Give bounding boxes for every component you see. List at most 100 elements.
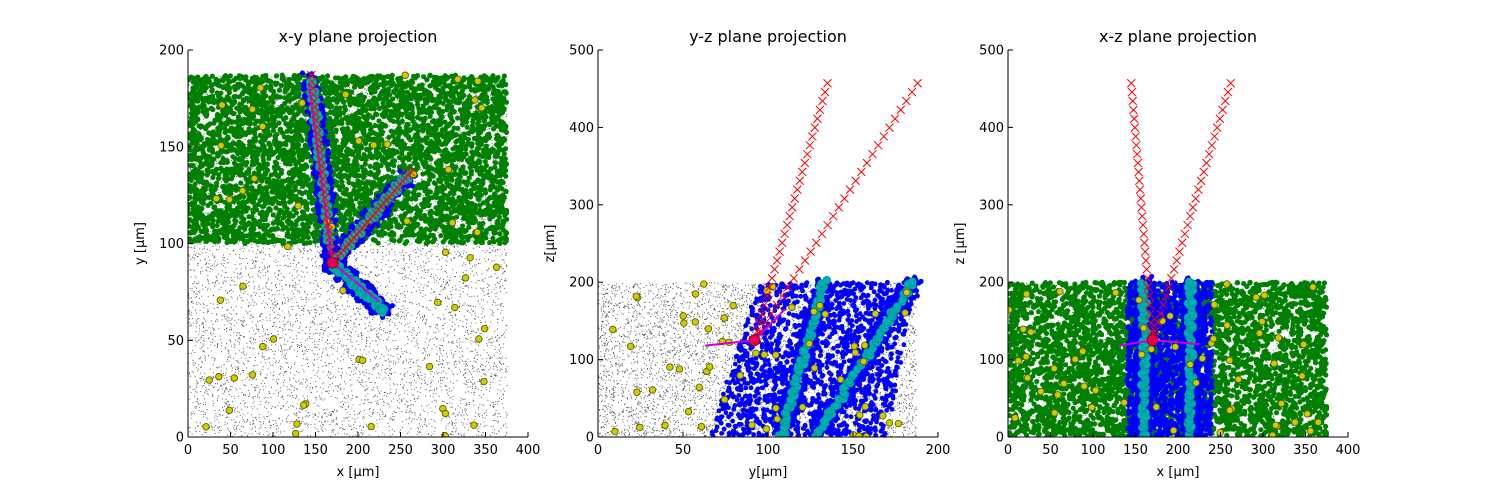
green-cell	[336, 150, 342, 156]
green-cell	[495, 218, 501, 224]
green-cell	[501, 194, 507, 200]
green-cell	[466, 224, 472, 230]
green-cell	[250, 191, 256, 197]
green-cell	[365, 112, 371, 118]
green-cell	[206, 154, 213, 160]
green-cell	[368, 181, 374, 187]
green-cell	[361, 114, 367, 120]
green-cell	[354, 166, 360, 172]
green-cell	[385, 80, 391, 86]
green-cell	[388, 128, 395, 134]
green-cell	[284, 105, 291, 111]
green-cell	[460, 223, 466, 229]
green-cell	[419, 144, 425, 150]
green-cell	[478, 222, 484, 228]
green-cell	[497, 240, 503, 246]
green-cell	[401, 104, 407, 110]
green-cell	[224, 120, 230, 127]
green-cell	[259, 103, 265, 109]
green-cell	[281, 195, 287, 201]
green-cell	[290, 143, 296, 150]
green-cell	[285, 186, 291, 193]
green-cell	[265, 128, 271, 135]
green-cell	[449, 226, 455, 232]
green-cell	[246, 214, 252, 220]
green-cell	[215, 125, 221, 131]
green-cell	[268, 172, 274, 178]
green-cell	[188, 147, 194, 153]
green-cell	[399, 92, 405, 98]
green-cell	[188, 183, 192, 189]
green-cell	[502, 210, 508, 216]
green-cell	[190, 79, 196, 85]
track-blue-point	[333, 217, 339, 223]
green-cell	[499, 225, 505, 231]
green-cell	[409, 232, 415, 238]
green-cell	[363, 185, 369, 191]
green-cell	[264, 222, 271, 228]
green-cell	[427, 189, 434, 195]
green-cell	[269, 105, 275, 111]
green-cell	[349, 113, 355, 119]
green-cell	[215, 153, 221, 159]
green-cell	[483, 145, 489, 151]
green-cell	[412, 150, 418, 156]
green-cell	[250, 113, 257, 120]
green-cell	[242, 104, 249, 110]
green-cell	[339, 126, 346, 132]
green-cell	[439, 188, 445, 194]
green-cell	[268, 83, 274, 89]
green-cell	[466, 80, 472, 87]
green-cell	[430, 232, 436, 239]
track-blue-point	[325, 147, 331, 154]
green-cell	[283, 210, 289, 216]
green-cell	[199, 77, 205, 83]
green-cell	[193, 119, 199, 125]
green-cell	[438, 232, 444, 239]
green-cell	[496, 82, 502, 89]
green-cell	[351, 183, 358, 189]
green-cell	[428, 82, 434, 88]
green-cell	[462, 207, 468, 213]
green-cell	[226, 225, 232, 231]
green-cell	[204, 232, 210, 238]
green-cell	[379, 232, 385, 238]
green-cell	[503, 188, 509, 194]
green-cell	[456, 182, 462, 188]
green-cell	[487, 187, 493, 193]
green-cell	[225, 219, 232, 225]
green-cell	[390, 110, 397, 117]
green-cell	[336, 159, 343, 165]
green-cell	[479, 85, 486, 91]
green-cell	[410, 221, 416, 227]
green-cell	[226, 78, 232, 84]
green-cell	[342, 156, 348, 162]
green-cell	[296, 133, 303, 139]
green-cell	[192, 108, 198, 115]
green-cell	[221, 125, 228, 131]
green-cell	[291, 166, 297, 173]
green-cell	[329, 88, 335, 94]
green-cell	[352, 158, 358, 164]
green-cell	[431, 97, 437, 103]
green-cell	[426, 195, 432, 202]
green-cell	[241, 194, 247, 200]
green-cell	[449, 106, 455, 112]
green-cell	[309, 194, 315, 201]
green-cell	[462, 84, 468, 90]
green-cell	[264, 107, 270, 113]
green-cell	[257, 183, 263, 190]
green-cell	[237, 225, 243, 231]
green-cell	[420, 159, 426, 165]
green-cell	[305, 234, 311, 240]
green-cell	[202, 160, 208, 166]
green-cell	[347, 195, 353, 201]
green-cell	[389, 72, 395, 78]
green-cell	[430, 148, 436, 154]
green-cell	[200, 149, 206, 155]
green-cell	[432, 181, 439, 187]
green-cell	[340, 197, 346, 204]
green-cell	[427, 173, 434, 179]
green-cell	[226, 238, 232, 244]
